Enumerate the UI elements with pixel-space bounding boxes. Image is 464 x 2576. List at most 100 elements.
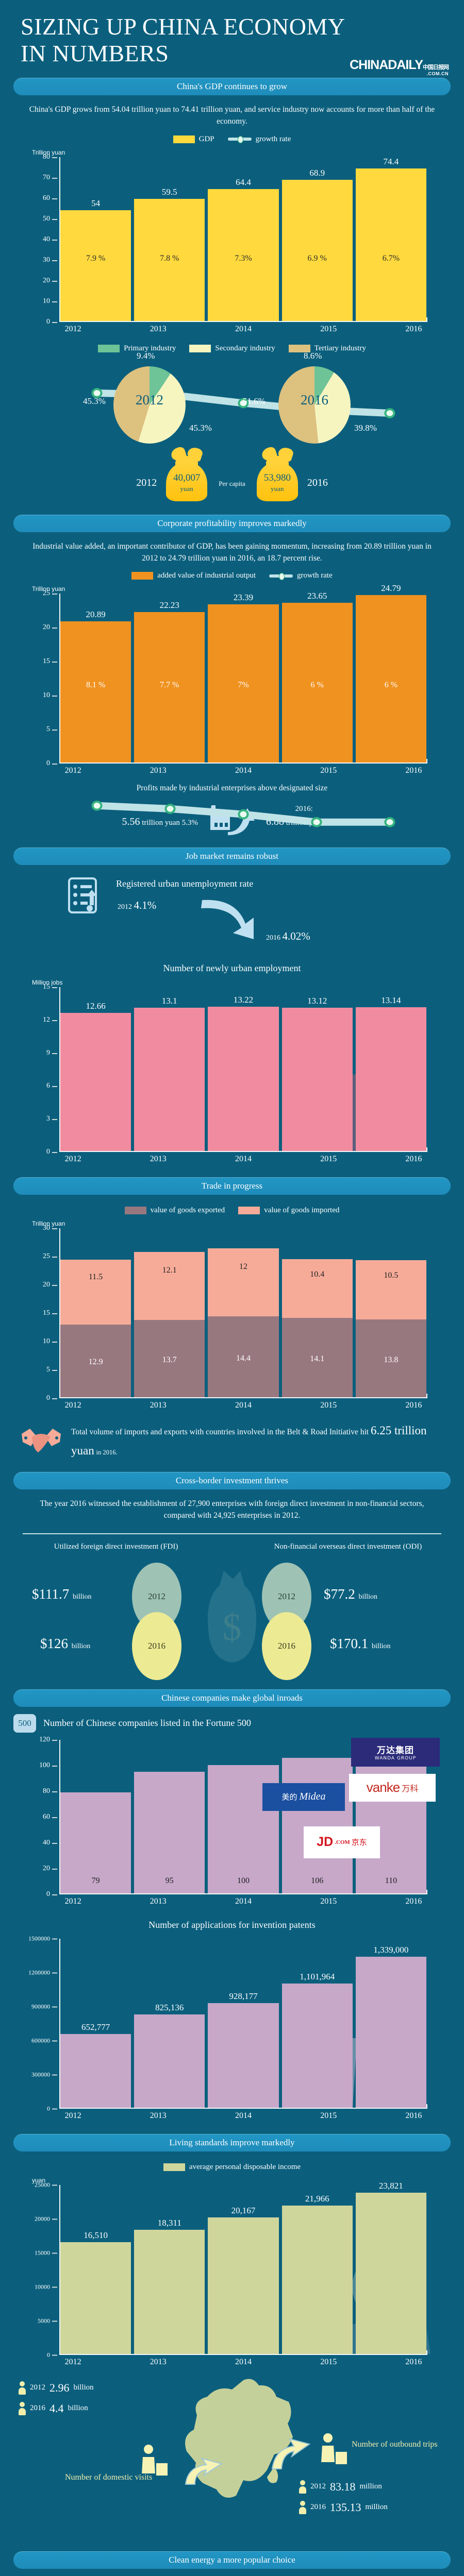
axis-tick-label: 20: [43, 1864, 57, 1872]
legend-label-export: value of goods exported: [150, 1206, 225, 1215]
bar: [281, 2205, 353, 2354]
legend-label-gdp: GDP: [198, 134, 214, 143]
growth-rate-label: 6.9 %: [307, 254, 327, 263]
legend-label-import: value of goods imported: [264, 1206, 340, 1215]
employment-x-categories: 2012 2013 2014 2015 2016: [32, 1155, 455, 1164]
outbound-2012-value: 83.18: [330, 2480, 356, 2493]
income-axis-unit: yuan: [32, 2176, 46, 2184]
axis-tick-label: 12: [43, 1016, 57, 1024]
pie-2016: 2016 8.6% 51.6% 39.8%: [243, 351, 379, 444]
bar: [134, 199, 205, 321]
axis-tick-label: 0: [46, 317, 57, 326]
banner-energy: Clean energy a more popular choice: [13, 2551, 451, 2569]
legend-item-gdp: GDP: [173, 135, 214, 144]
axis-tick-label: 15: [43, 983, 57, 991]
chart-gdp: Trillion yuan 0 10 20 30 40 50 60 70 80 54 7.9 % 5…: [0, 149, 464, 334]
fortune-y-ticks: 0 20 40 60 80 100 120: [28, 1736, 58, 1898]
bar: [60, 210, 131, 321]
logo-chinese-text: 中国日报网: [423, 64, 449, 71]
bar-value-label: 652,777: [81, 2022, 110, 2032]
investment-headings: Utilized foreign direct investment (FDI)…: [0, 1541, 464, 1552]
industrial-y-ticks: 0 5 10 15 20 25: [28, 589, 58, 767]
axis-tick-label: 20000: [35, 2215, 57, 2223]
x-axis-category: 2015: [320, 1896, 337, 1906]
bar-value-label: 79: [91, 1876, 100, 1885]
bar-value-label-export: 12.9: [88, 1357, 103, 1366]
growth-rate-point: [385, 818, 394, 826]
patents-y-ticks: 0 300000 600000 900000 1200000 1500000: [28, 1935, 58, 2112]
fortune-x-categories: 2012 2013 2014 2015 2016: [32, 1897, 455, 1906]
income-y-ticks: 0 5000 10000 15000 20000 25000: [28, 2181, 58, 2358]
per-capita-right-year: 2016: [307, 477, 328, 488]
income-bars: 16,510 18,311 20,167 21,966 23,821: [60, 2181, 427, 2354]
bar-column: 23.65 6 %: [281, 591, 353, 763]
bar: [60, 2242, 131, 2354]
growth-rate-label: 7.8 %: [160, 254, 179, 263]
logo-vanke-en: vanke: [366, 1780, 400, 1795]
profit-2016-year: 2016:: [295, 804, 313, 813]
gdp-y-axis-line: [59, 157, 60, 322]
axis-tick-label: 1200000: [28, 1969, 57, 1976]
bar-column: 13.7 12.1: [134, 1228, 205, 1398]
logo-wanda: 万达集团 WANDA GROUP: [351, 1737, 440, 1767]
trade-legend: value of goods exported value of goods i…: [0, 1206, 464, 1215]
odi-2016-amount: $170.1 billion: [330, 1636, 391, 1652]
legend-item-industrial-growth: growth rate: [269, 571, 333, 580]
legend-item-import: value of goods imported: [238, 1206, 339, 1215]
belt-road-value: 6.25 trillion yuan: [71, 1424, 427, 1458]
page-title-line1: SIZING UP CHINA ECONOMY: [21, 13, 345, 40]
income-legend: average personal disposable income: [0, 2163, 464, 2172]
belt-road-pre: Total volume of imports and exports with…: [71, 1428, 369, 1437]
per-capita-label: Per capita: [219, 479, 245, 487]
bar-export: [60, 1325, 131, 1398]
axis-tick-label: 25: [43, 1252, 57, 1261]
bar-export: [281, 1317, 353, 1398]
x-axis-category: 2016: [405, 2357, 422, 2366]
legend-label-primary: Primary industry: [124, 344, 176, 352]
domestic-2016-year: 2016: [30, 2404, 45, 2413]
bar-column: 106: [281, 1740, 353, 1893]
industrial-growth-line-swatch: [269, 572, 293, 580]
employment-chart-title: Number of newly urban employment: [163, 963, 301, 974]
x-axis-category: 2015: [320, 1401, 337, 1410]
bar-column: 95: [134, 1740, 205, 1893]
unemployment-2016-value: 4.02%: [282, 930, 310, 943]
logo-midea-cn: 美的: [281, 1792, 297, 1802]
chart-fortune-500: 0 20 40 60 80 100 120 79 95 100 106 110 万达集团 WANDA…: [0, 1736, 464, 1906]
secondary-industry-swatch: [189, 344, 211, 352]
bar-value-label: 68.9: [309, 167, 325, 178]
bar-column: 13.12: [281, 987, 353, 1151]
x-axis-category: 2013: [150, 1401, 167, 1410]
x-axis-category: 2016: [405, 1155, 422, 1164]
domestic-2016-value: 4.4: [49, 2401, 64, 2415]
logo-domain: .COM.CN: [426, 71, 449, 76]
gdp-plot-area: 0 10 20 30 40 50 60 70 80 54 7.9 % 59.5 7.8 % 64.4 7.…: [28, 153, 436, 322]
logo-midea-en: Midea: [299, 1791, 326, 1803]
growth-rate-label: 6.7%: [382, 254, 400, 263]
money-bag-icon-2012: 40,007 yuan: [162, 448, 211, 501]
growth-rate-point: [385, 409, 394, 417]
per-capita-2016-unit: yuan: [271, 484, 284, 493]
axis-tick-label: 30: [43, 1224, 57, 1232]
corporate-legend: added value of industrial output growth …: [0, 571, 464, 580]
axis-tick-label: 10: [43, 1337, 57, 1346]
legend-label-income: average personal disposable income: [189, 2162, 301, 2171]
bar: [134, 2014, 205, 2108]
bar: [355, 1956, 427, 2108]
bar-column: 22.23 7.7 %: [134, 594, 205, 763]
domestic-visits-caption: Number of domestic visits: [65, 2472, 153, 2482]
axis-tick-label: 30: [43, 256, 57, 264]
growth-rate-label: 6 %: [384, 681, 398, 689]
gdp-x-categories: 2012 2013 2014 2015 2016: [32, 325, 455, 334]
primary-industry-swatch: [98, 344, 120, 352]
axis-tick-label: 25: [43, 589, 57, 598]
outbound-2012-unit: million: [359, 2482, 382, 2491]
legend-item-industrial-output: added value of industrial output: [131, 571, 256, 580]
x-axis-category: 2013: [150, 1155, 167, 1164]
bar: [60, 2033, 131, 2108]
bar: [60, 621, 131, 763]
bar: [60, 1792, 131, 1893]
bar-import: [134, 1251, 205, 1320]
